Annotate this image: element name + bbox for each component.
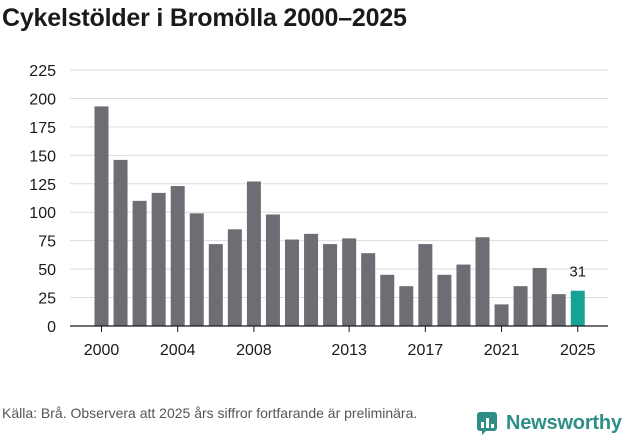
y-tick-label: 25 <box>38 291 56 308</box>
bar-2023 <box>532 267 547 326</box>
bar-2000 <box>94 106 109 326</box>
x-tick-label: 2000 <box>84 342 120 359</box>
bar-2002 <box>132 200 147 326</box>
x-tick-label: 2008 <box>236 342 272 359</box>
bar-2015 <box>380 274 395 326</box>
bar-2025 <box>570 290 585 326</box>
data-label-2025: 31 <box>569 264 586 281</box>
source-note: Källa: Brå. Observera att 2025 års siffr… <box>2 405 418 421</box>
bar-2022 <box>513 286 528 326</box>
x-tick-label: 2017 <box>408 342 444 359</box>
bar-2016 <box>399 286 414 326</box>
y-tick-label: 200 <box>29 91 56 108</box>
bar-2008 <box>246 181 261 326</box>
x-tick-label: 2013 <box>331 342 367 359</box>
y-tick-label: 100 <box>29 205 56 222</box>
x-axis-ticks: 2000 2004 2008 2013 2017 2021 2025 <box>84 326 596 359</box>
y-tick-label: 50 <box>38 262 56 279</box>
bar-2020 <box>475 237 490 326</box>
x-tick-label: 2004 <box>160 342 196 359</box>
bar-2021 <box>494 304 509 326</box>
bar-2003 <box>151 192 166 326</box>
brand-name: Newsworthy <box>506 411 622 434</box>
bar-2007 <box>227 229 242 326</box>
bar-2009 <box>265 214 280 326</box>
bar-2013 <box>342 238 357 326</box>
y-axis-ticks: 0 25 50 75 100 125 150 175 200 225 <box>29 63 56 336</box>
y-tick-label: 0 <box>47 319 56 336</box>
y-tick-label: 125 <box>29 177 56 194</box>
bar-2006 <box>208 244 223 326</box>
bar-2024 <box>551 294 566 326</box>
bar-2012 <box>323 244 338 326</box>
bar-2014 <box>361 253 376 326</box>
bar-2019 <box>456 264 471 326</box>
x-tick-label: 2021 <box>484 342 520 359</box>
bar-2010 <box>285 239 299 326</box>
y-tick-label: 75 <box>38 234 56 251</box>
bar-2005 <box>189 213 204 326</box>
y-tick-label: 150 <box>29 148 56 165</box>
data-labels: 31 <box>569 264 586 281</box>
y-tick-label: 225 <box>29 63 56 80</box>
newsworthy-logo-icon <box>477 412 497 435</box>
bar-2001 <box>113 159 128 326</box>
x-tick-label: 2025 <box>560 342 596 359</box>
bar-2011 <box>304 233 319 326</box>
brand[interactable]: Newsworthy <box>476 408 622 438</box>
bar-2017 <box>418 244 433 326</box>
chart-title: Cykelstölder i Bromölla 2000–2025 <box>2 4 407 32</box>
gridlines <box>70 69 608 299</box>
bar-2004 <box>170 186 185 326</box>
bars <box>94 106 585 326</box>
y-tick-label: 175 <box>29 120 56 137</box>
bar-2018 <box>437 274 452 326</box>
